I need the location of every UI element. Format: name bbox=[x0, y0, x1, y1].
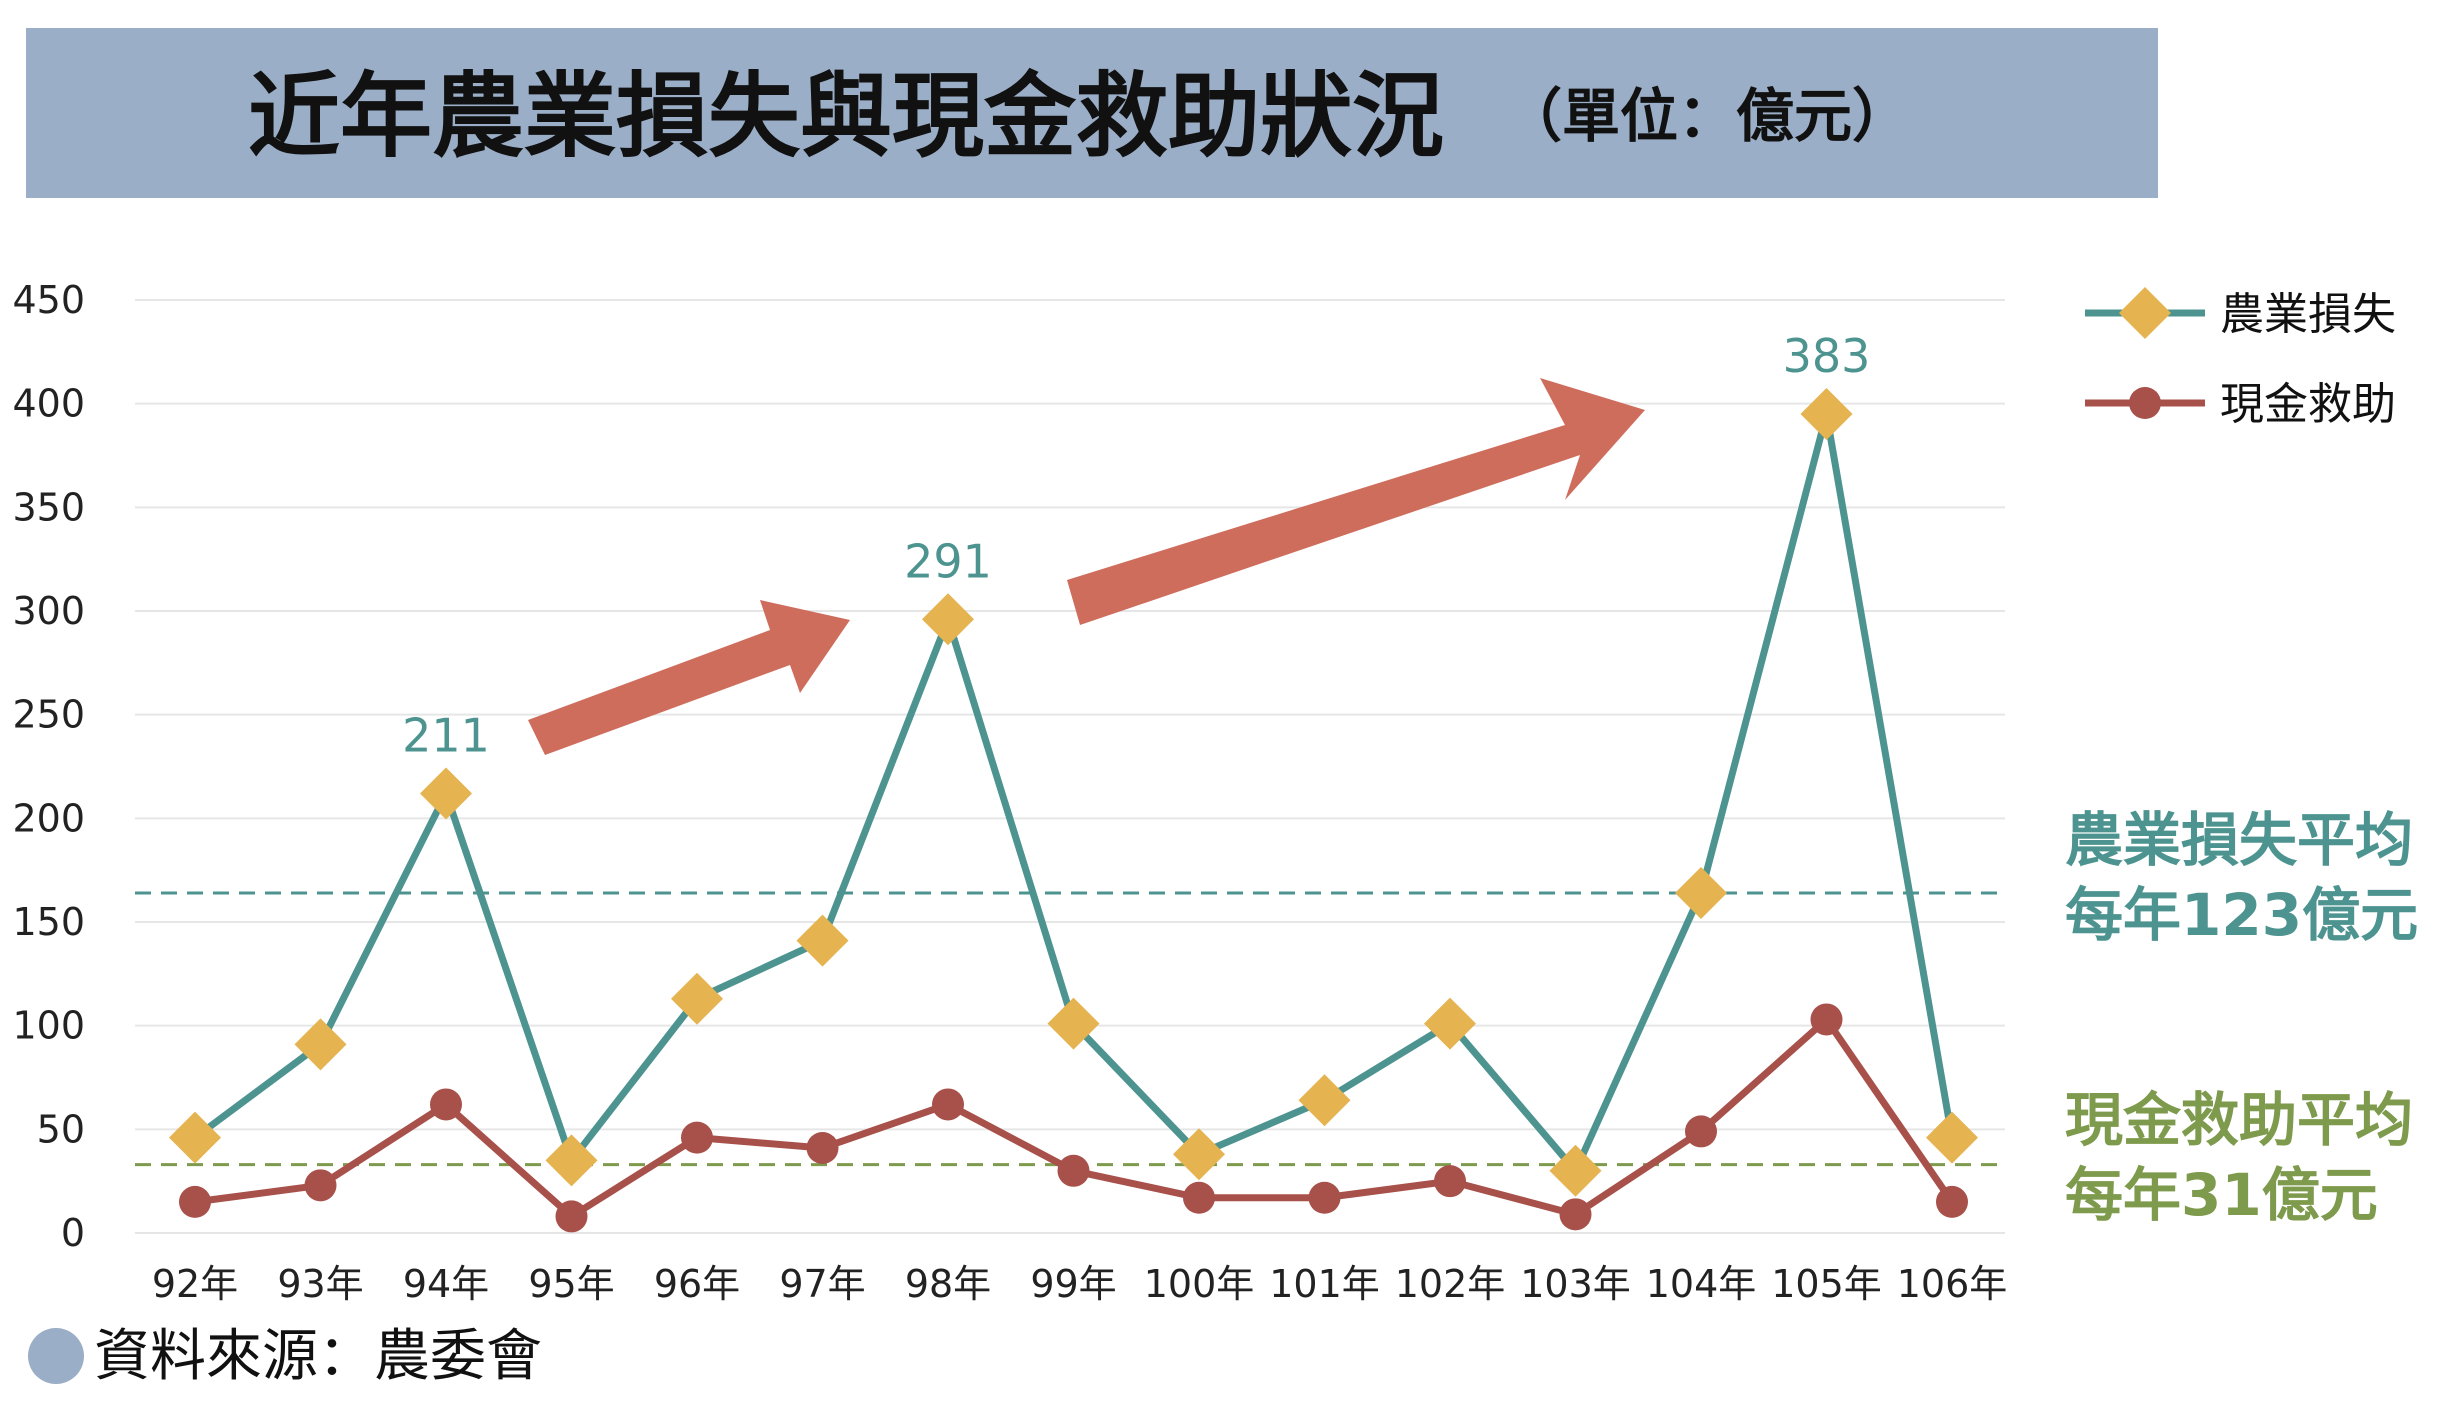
y-tick-label: 350 bbox=[12, 485, 85, 529]
legend-label: 現金救助 bbox=[2220, 379, 2396, 430]
x-tick-label: 101年 bbox=[1269, 1262, 1380, 1306]
circle-marker bbox=[1936, 1185, 1968, 1218]
diamond-marker bbox=[420, 767, 472, 820]
x-tick-label: 106年 bbox=[1897, 1262, 2008, 1306]
grid bbox=[135, 299, 2005, 1234]
diamond-marker bbox=[922, 593, 974, 646]
circle-marker bbox=[304, 1169, 337, 1202]
average-label-line: 現金救助平均 bbox=[2065, 1086, 2413, 1154]
x-tick-label: 95年 bbox=[528, 1262, 614, 1306]
legend-label: 農業損失 bbox=[2220, 289, 2396, 340]
circle-marker bbox=[1810, 1003, 1843, 1036]
diamond-marker bbox=[1424, 997, 1476, 1050]
y-tick-label: 0 bbox=[61, 1211, 85, 1255]
peak-label: 211 bbox=[402, 708, 490, 762]
x-tick-label: 93年 bbox=[277, 1262, 363, 1306]
x-tick-label: 97年 bbox=[779, 1262, 865, 1306]
diamond-marker bbox=[545, 1134, 598, 1187]
circle-marker bbox=[1685, 1115, 1717, 1148]
y-tick-label: 400 bbox=[12, 382, 85, 426]
x-axis-ticks: 92年 93年 94年 95年 96年 97年 98年 99年 100年 101年 102年 103年… bbox=[152, 1262, 2007, 1306]
x-tick-label: 98年 bbox=[905, 1262, 991, 1306]
chart-unit: （單位：億元） bbox=[1504, 82, 1910, 150]
x-tick-label: 99年 bbox=[1030, 1262, 1116, 1306]
trend-arrows bbox=[528, 378, 1645, 755]
diamond-marker bbox=[169, 1111, 221, 1164]
y-tick-label: 250 bbox=[12, 693, 85, 737]
x-tick-label: 104年 bbox=[1646, 1262, 1757, 1306]
y-tick-label: 50 bbox=[37, 1107, 85, 1151]
peak-annotations: 211 291 383 bbox=[402, 329, 1870, 762]
circle-marker bbox=[1308, 1181, 1341, 1214]
diamond-marker bbox=[1675, 866, 1727, 919]
source-text: 資料來源：農委會 bbox=[94, 1324, 542, 1389]
x-tick-label: 94年 bbox=[403, 1262, 489, 1306]
diamond-marker bbox=[294, 1018, 347, 1071]
title-banner bbox=[26, 28, 2158, 198]
circle-marker bbox=[179, 1185, 211, 1218]
circle-marker bbox=[1057, 1154, 1090, 1187]
y-tick-label: 100 bbox=[12, 1004, 85, 1048]
trend-arrow-1 bbox=[528, 600, 850, 755]
circle-marker bbox=[430, 1088, 462, 1121]
circle-marker bbox=[681, 1121, 713, 1154]
y-axis-ticks: 0 50 100 150 200 250 300 350 400 450 bbox=[12, 278, 85, 1255]
circle-marker bbox=[932, 1088, 964, 1121]
legend-circle-icon bbox=[2129, 387, 2161, 419]
x-tick-label: 103年 bbox=[1520, 1262, 1631, 1306]
diamond-marker bbox=[1549, 1144, 1602, 1197]
y-tick-label: 200 bbox=[12, 796, 85, 840]
average-label-line: 農業損失平均 bbox=[2065, 806, 2413, 874]
diamond-marker bbox=[1298, 1074, 1351, 1127]
peak-label: 383 bbox=[1783, 329, 1871, 383]
y-tick-label: 450 bbox=[12, 278, 85, 322]
diamond-marker bbox=[1926, 1111, 1978, 1164]
circle-marker bbox=[555, 1200, 588, 1233]
x-tick-label: 92年 bbox=[152, 1262, 238, 1306]
chart-title: 近年農業損失與現金救助狀況 bbox=[248, 63, 1444, 170]
peak-label: 291 bbox=[904, 534, 992, 588]
diamond-marker bbox=[671, 972, 723, 1025]
circle-marker bbox=[1183, 1181, 1215, 1214]
diamond-marker bbox=[1173, 1128, 1225, 1181]
average-label-line: 每年31億元 bbox=[2065, 1161, 2378, 1229]
series-markers bbox=[169, 388, 1978, 1233]
diamond-marker bbox=[796, 914, 849, 967]
trend-arrow-2 bbox=[1067, 378, 1645, 625]
diamond-marker bbox=[1047, 997, 1100, 1050]
x-tick-label: 96年 bbox=[654, 1262, 740, 1306]
circle-marker bbox=[1434, 1165, 1466, 1198]
x-tick-label: 105年 bbox=[1771, 1262, 1882, 1306]
average-label-line: 每年123億元 bbox=[2065, 881, 2418, 949]
x-tick-label: 102年 bbox=[1395, 1262, 1506, 1306]
y-tick-label: 150 bbox=[12, 900, 85, 944]
legend-diamond-icon bbox=[2119, 287, 2171, 339]
y-tick-label: 300 bbox=[12, 589, 85, 633]
diamond-marker bbox=[1800, 388, 1853, 441]
source-dot-icon bbox=[28, 1328, 84, 1384]
x-tick-label: 100年 bbox=[1144, 1262, 1255, 1306]
circle-marker bbox=[806, 1131, 839, 1164]
circle-marker bbox=[1559, 1198, 1592, 1231]
